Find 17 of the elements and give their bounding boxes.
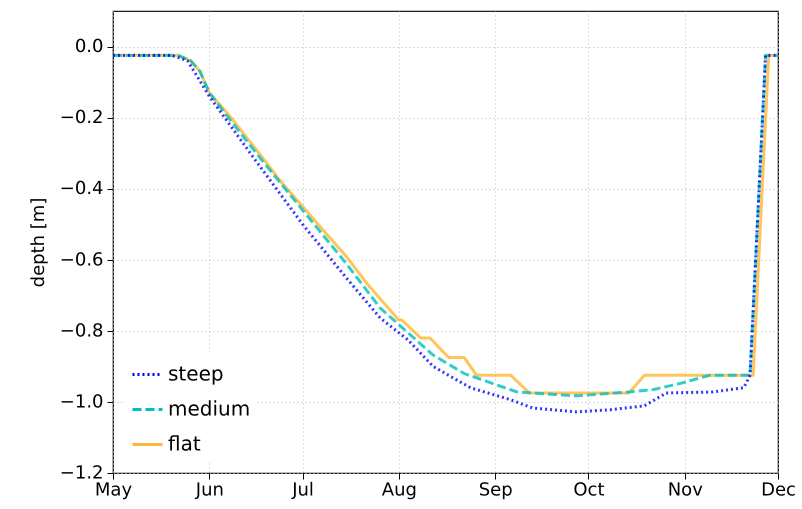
y-tick-label: 0.0	[74, 36, 104, 58]
x-tick-label: Dec	[761, 480, 796, 500]
y-tick-label: −0.2	[60, 107, 104, 128]
y-axis-title: depth [m]	[28, 198, 49, 288]
y-tick-label: −0.6	[60, 249, 104, 270]
x-tick-label: Jul	[291, 480, 314, 500]
x-tick-label: Oct	[573, 480, 605, 500]
y-tick-label: −0.4	[60, 178, 104, 200]
legend-label: medium	[168, 396, 250, 420]
y-tick-label: −1.0	[60, 391, 104, 412]
x-tick-label: Aug	[382, 480, 417, 500]
x-tick-label: Sep	[478, 480, 513, 500]
x-tick-label: Jun	[194, 480, 224, 500]
legend-label: steep	[168, 362, 224, 386]
x-tick-label: Nov	[668, 480, 704, 500]
legend-label: flat	[168, 432, 201, 456]
y-tick-label: −0.8	[60, 320, 104, 342]
